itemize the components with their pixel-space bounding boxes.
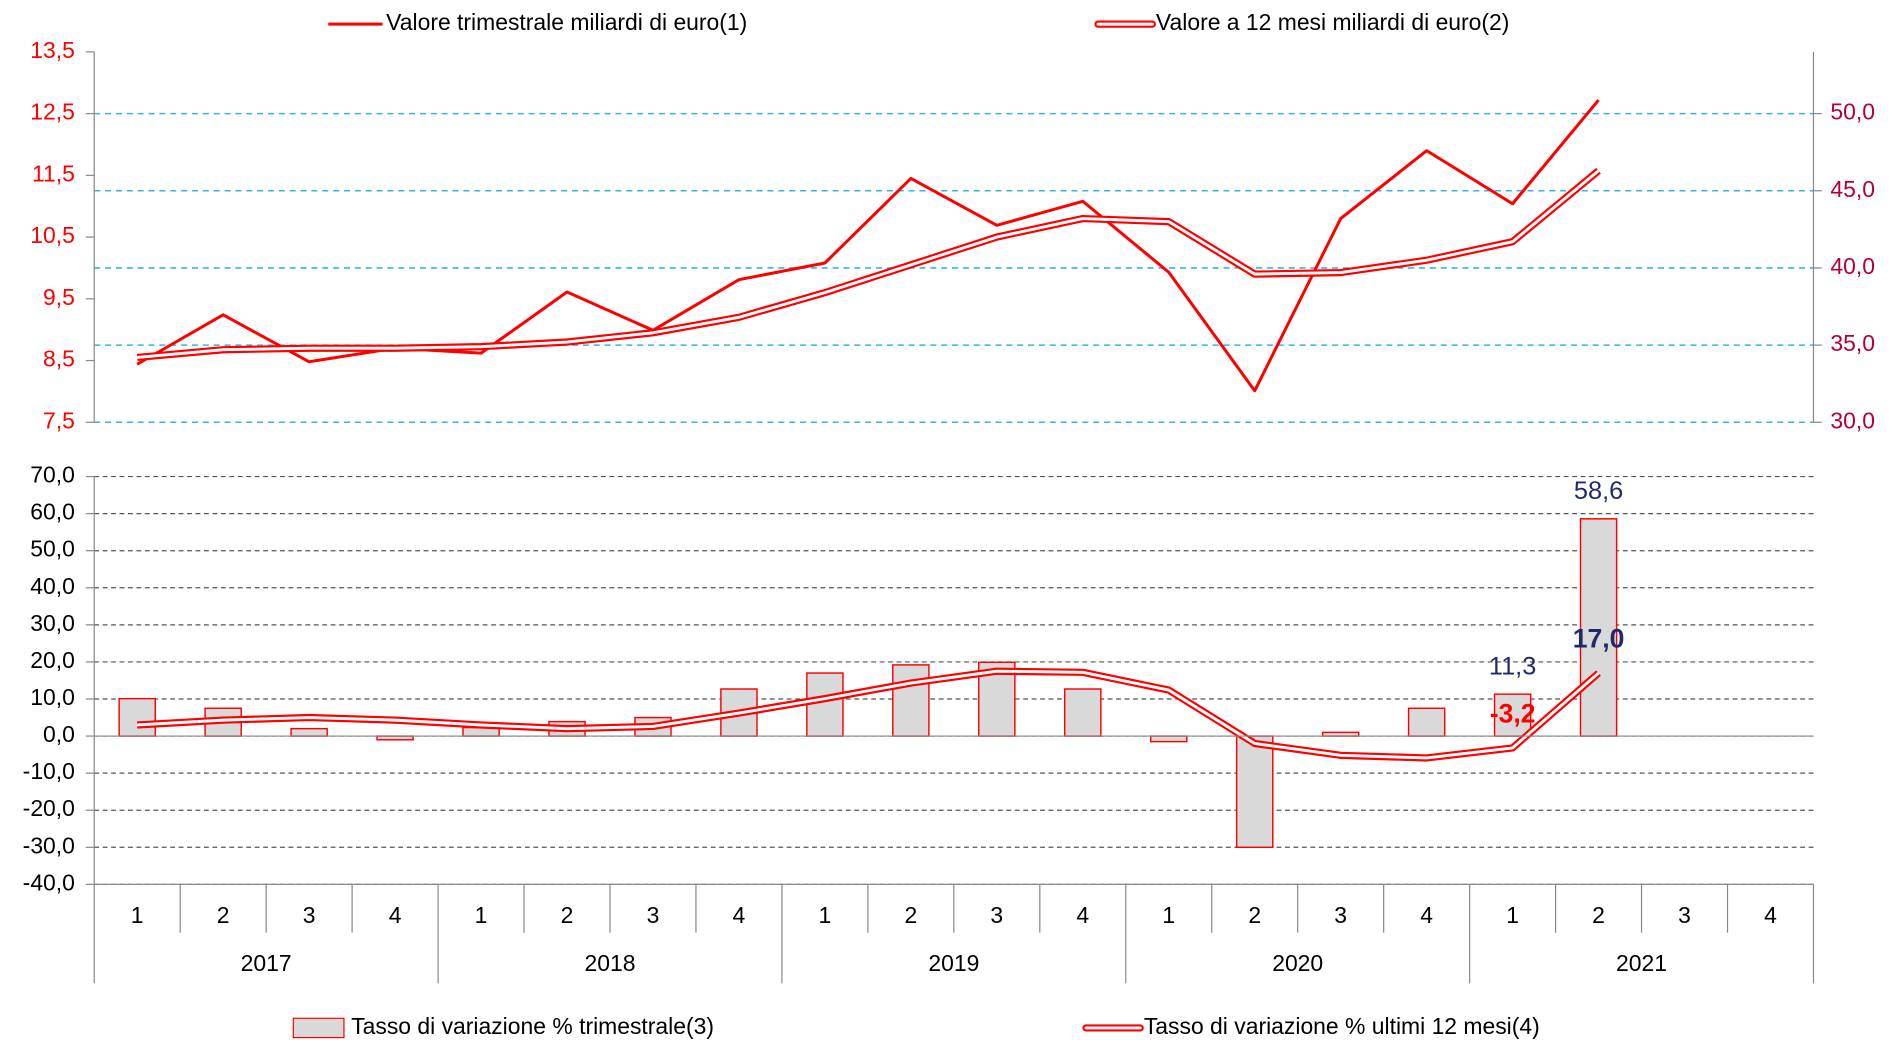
x-tick-label: 1 xyxy=(475,902,488,928)
x-group-label: 2021 xyxy=(1616,950,1667,976)
bar xyxy=(1149,735,1188,743)
x-tick-label: 1 xyxy=(131,902,144,928)
legend-label: Valore trimestrale miliardi di euro(1) xyxy=(386,9,747,35)
y2-tick-label: 35,0 xyxy=(1830,330,1875,356)
data-label: 58,6 xyxy=(1574,477,1623,505)
y2-tick-label: 40,0 xyxy=(1830,253,1875,279)
y-tick-label: 40,0 xyxy=(30,573,75,599)
y-tick-label: 70,0 xyxy=(30,462,75,488)
line-inner xyxy=(137,669,1600,760)
x-tick-label: 2 xyxy=(561,902,574,928)
bar xyxy=(290,727,328,737)
x-tick-label: 2 xyxy=(217,902,230,928)
legend-label: Tasso di variazione % trimestrale(3) xyxy=(351,1013,714,1039)
y2-tick-label: 30,0 xyxy=(1830,407,1875,433)
bar xyxy=(118,697,156,737)
y-tick-label: 11,5 xyxy=(32,160,75,186)
line xyxy=(136,667,1601,762)
data-label: -3,2 xyxy=(1490,698,1536,728)
y-tick-label: -40,0 xyxy=(23,869,75,895)
y-tick-label: 20,0 xyxy=(30,647,75,673)
x-tick-label: 3 xyxy=(303,902,316,928)
y-tick-label: 9,5 xyxy=(43,284,75,310)
y-tick-label: -10,0 xyxy=(23,758,75,784)
y-tick-label: 50,0 xyxy=(30,536,75,562)
y-tick-label: 30,0 xyxy=(30,610,75,636)
x-tick-label: 2 xyxy=(904,902,917,928)
legend-swatch xyxy=(292,1017,345,1039)
line xyxy=(136,167,1601,362)
x-tick-label: 4 xyxy=(389,902,402,928)
bar xyxy=(1493,693,1532,737)
bar xyxy=(1064,688,1102,737)
x-tick-label: 1 xyxy=(819,902,832,928)
data-label: 11,3 xyxy=(1489,652,1536,680)
x-tick-label: 2 xyxy=(1592,902,1605,928)
x-tick-label: 4 xyxy=(1420,902,1433,928)
x-tick-label: 3 xyxy=(647,902,660,928)
bar xyxy=(806,672,844,737)
bar xyxy=(1407,707,1446,737)
x-tick-label: 3 xyxy=(1678,902,1691,928)
y-tick-label: 7,5 xyxy=(43,407,75,433)
y-tick-label: 12,5 xyxy=(30,99,75,125)
x-tick-label: 4 xyxy=(1764,902,1777,928)
y2-tick-label: 50,0 xyxy=(1830,99,1875,125)
legend-label: Valore a 12 mesi miliardi di euro(2) xyxy=(1156,9,1510,35)
data-label: 17,0 xyxy=(1573,623,1625,653)
x-tick-label: 3 xyxy=(990,902,1003,928)
x-group-label: 2020 xyxy=(1272,950,1323,976)
x-tick-label: 1 xyxy=(1506,902,1519,928)
x-group-label: 2017 xyxy=(241,950,292,976)
x-tick-label: 1 xyxy=(1162,902,1175,928)
y-tick-label: -30,0 xyxy=(23,832,75,858)
y-tick-label: 10,5 xyxy=(30,222,75,248)
x-tick-label: 4 xyxy=(733,902,746,928)
line-inner xyxy=(137,169,1600,359)
y-tick-label: 0,0 xyxy=(43,721,75,747)
y-tick-label: -20,0 xyxy=(23,795,75,821)
x-tick-label: 3 xyxy=(1334,902,1347,928)
x-group-label: 2019 xyxy=(928,950,979,976)
y-tick-label: 10,0 xyxy=(30,684,75,710)
x-tick-label: 4 xyxy=(1076,902,1089,928)
legend-label: Tasso di variazione % ultimi 12 mesi(4) xyxy=(1144,1013,1540,1039)
y2-tick-label: 45,0 xyxy=(1830,176,1875,202)
bar xyxy=(1235,735,1274,849)
bar xyxy=(892,664,930,737)
x-group-label: 2018 xyxy=(585,950,636,976)
y-tick-label: 60,0 xyxy=(30,499,75,525)
y-tick-label: 13,5 xyxy=(30,37,75,63)
x-tick-label: 2 xyxy=(1248,902,1261,928)
y-tick-label: 8,5 xyxy=(43,346,75,372)
